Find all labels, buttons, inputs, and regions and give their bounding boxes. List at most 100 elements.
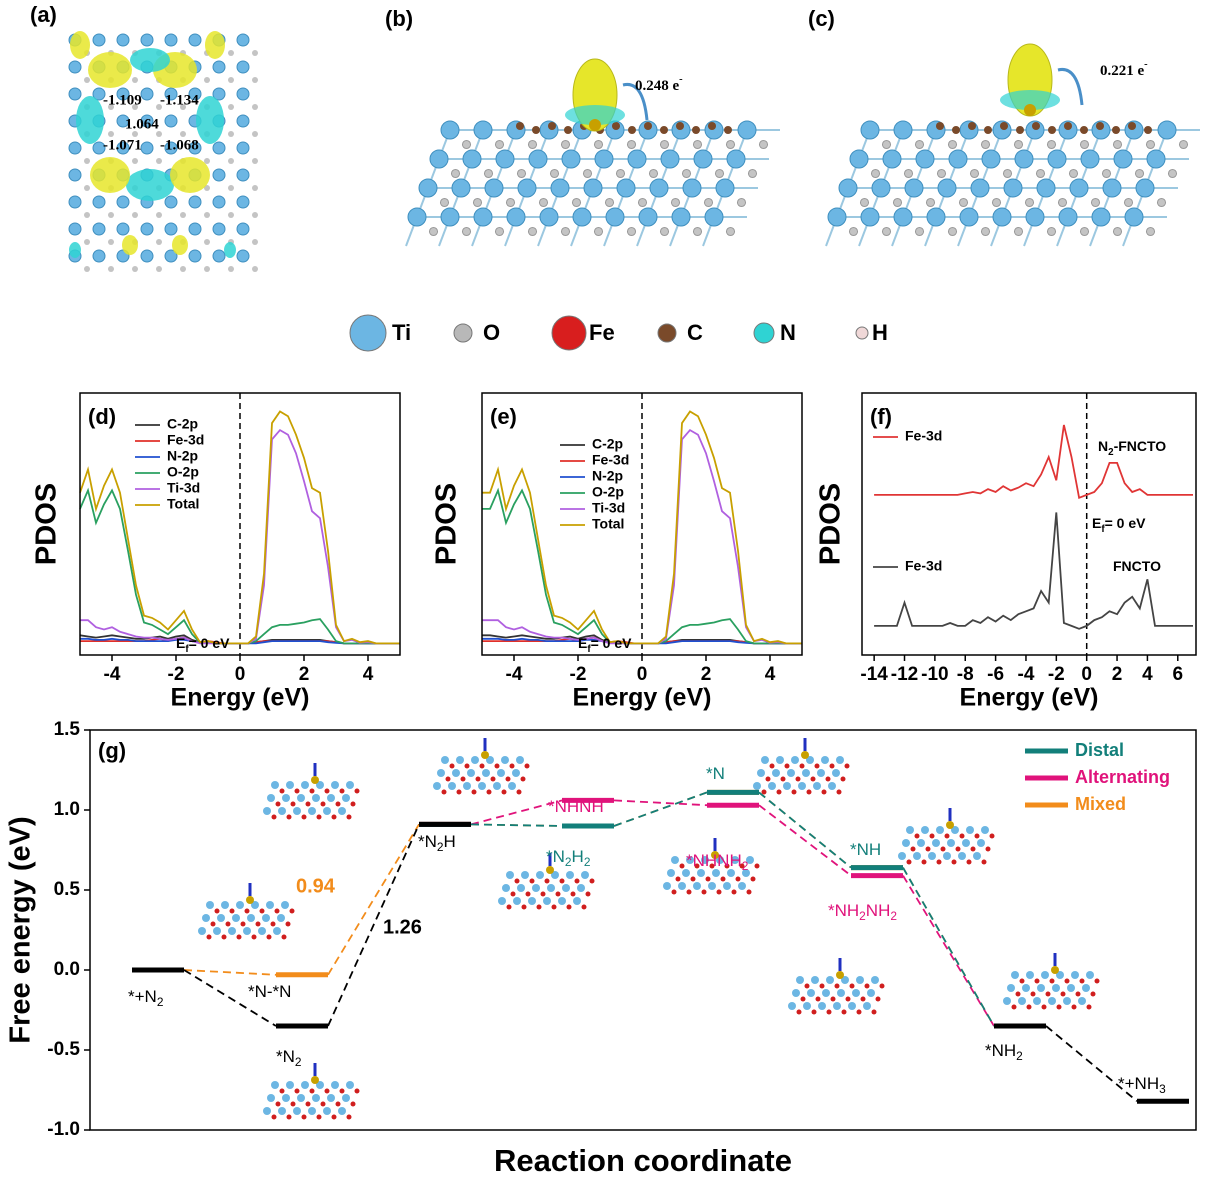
o-atom <box>692 139 703 150</box>
c-atom <box>1048 126 1056 134</box>
o-atom <box>1013 226 1024 237</box>
connector <box>613 791 708 827</box>
thumb-o <box>514 878 520 884</box>
thumb-o <box>589 878 595 884</box>
o-atom <box>914 139 925 150</box>
level-label: *N2H2 <box>546 847 591 869</box>
thumb-ti <box>221 901 229 909</box>
thumb-ti <box>512 769 520 777</box>
o-atom <box>1112 139 1123 150</box>
c-atom <box>564 126 572 134</box>
thumb-o <box>551 904 557 910</box>
thumb-ti <box>871 976 879 984</box>
connector <box>758 791 852 869</box>
thumb-ti <box>768 782 776 790</box>
o-atom <box>108 212 114 218</box>
thumb-o <box>486 789 492 795</box>
o-atom <box>903 168 914 179</box>
legend-label: N-2p <box>167 448 198 464</box>
atom-label: H <box>872 320 888 345</box>
thumb-ti <box>962 839 970 847</box>
thumb-ti <box>471 756 479 764</box>
thumb-ti <box>928 852 936 860</box>
o-atom <box>132 158 138 164</box>
ti-atom <box>236 33 250 47</box>
pdos-curve <box>482 410 802 645</box>
charge-transfer: 0.221 e- <box>1100 59 1148 79</box>
o-atom <box>538 197 549 208</box>
ti-atom <box>1080 149 1100 169</box>
c-atom <box>708 122 716 130</box>
x-tick-label: -4 <box>1018 664 1035 685</box>
c-atom <box>1064 122 1072 130</box>
ti-atom <box>1091 207 1111 227</box>
panel-label: (c) <box>808 6 835 31</box>
o-atom <box>758 139 769 150</box>
thumb-fe <box>946 821 954 829</box>
o-atom <box>84 77 90 83</box>
panel-label: (g) <box>98 738 126 763</box>
thumb-o <box>800 996 806 1002</box>
charge-value: -1.109 <box>103 92 142 108</box>
c-atom <box>644 122 652 130</box>
ti-atom <box>68 168 82 182</box>
thumb-ti <box>1048 997 1056 1005</box>
o-atom <box>108 104 114 110</box>
o-atom <box>472 197 483 208</box>
ti-atom <box>1014 149 1034 169</box>
thumb-o <box>574 878 580 884</box>
annotation-part: -FNCTO <box>1114 438 1167 454</box>
o-atom <box>252 158 258 164</box>
ti-atom <box>140 222 154 236</box>
o-atom <box>549 168 560 179</box>
thumb-ti <box>558 897 566 905</box>
ti-atom <box>140 33 154 47</box>
plot-frame <box>481 392 803 656</box>
ti-atom <box>992 207 1012 227</box>
ti-atom <box>140 141 154 155</box>
thumb-ti <box>813 782 821 790</box>
thumb-ti <box>943 852 951 860</box>
thumb-ti <box>243 927 251 935</box>
thumb-ti <box>701 856 709 864</box>
thumb-ti <box>267 1094 275 1102</box>
thumb-ti <box>1078 997 1086 1005</box>
o-atom <box>659 139 670 150</box>
thumb-ti <box>516 756 524 764</box>
annotation-part: = 0 eV <box>1105 515 1147 531</box>
o-atom <box>180 212 186 218</box>
thumb-o <box>834 983 840 989</box>
atom-label: C <box>687 320 703 345</box>
o-atom <box>1145 139 1156 150</box>
thumb-o <box>566 904 572 910</box>
legend-label: O-2p <box>167 464 199 480</box>
charge-density <box>69 242 81 258</box>
thumb-o <box>555 891 561 897</box>
x-tick-label: -12 <box>891 664 918 685</box>
connector <box>470 823 563 827</box>
y-tick-label: 0.0 <box>54 959 80 980</box>
ti-atom <box>970 178 990 198</box>
ti-atom <box>737 120 757 140</box>
o-atom <box>204 77 210 83</box>
thumb-o <box>925 846 931 852</box>
atom-swatch <box>551 315 587 351</box>
thumb-ti <box>312 1094 320 1102</box>
o-atom <box>180 131 186 137</box>
thumb-ti <box>682 869 690 877</box>
c-atom <box>984 126 992 134</box>
level-label: *NH <box>850 840 881 859</box>
o-atom <box>252 185 258 191</box>
thumb-o <box>951 859 957 865</box>
o-atom <box>1134 168 1145 179</box>
charge-density <box>172 235 188 255</box>
o-atom <box>156 266 162 272</box>
o-atom <box>84 239 90 245</box>
o-atom <box>156 131 162 137</box>
thumb-ti <box>663 882 671 890</box>
thumb-o <box>305 1101 311 1107</box>
o-atom <box>204 266 210 272</box>
o-atom <box>1156 197 1167 208</box>
thumb-o <box>1011 1004 1017 1010</box>
charge-density <box>565 105 625 125</box>
